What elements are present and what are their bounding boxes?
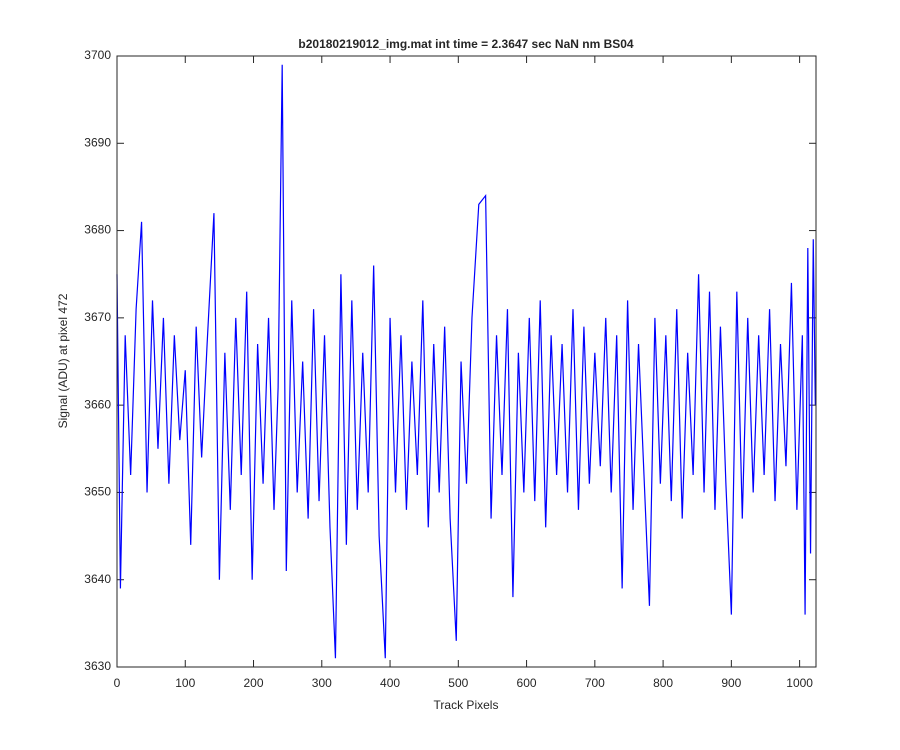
y-tick-label: 3670 — [84, 310, 111, 324]
x-tick-label: 500 — [448, 676, 468, 690]
x-tick-label: 800 — [653, 676, 673, 690]
y-tick-label: 3680 — [84, 223, 111, 237]
y-tick-label: 3700 — [84, 48, 111, 62]
x-tick-label: 900 — [721, 676, 741, 690]
x-tick-label: 400 — [380, 676, 400, 690]
y-tick-label: 3650 — [84, 485, 111, 499]
x-tick-label: 300 — [312, 676, 332, 690]
y-tick-label: 3660 — [84, 397, 111, 411]
x-tick-label: 0 — [114, 676, 121, 690]
chart-title: b20180219012_img.mat int time = 2.3647 s… — [298, 37, 634, 51]
y-tick-label: 3690 — [84, 135, 111, 149]
x-tick-label: 200 — [244, 676, 264, 690]
y-axis-label: Signal (ADU) at pixel 472 — [56, 293, 70, 428]
y-tick-label: 3640 — [84, 572, 111, 586]
plot-box — [116, 55, 817, 668]
x-tick-label: 600 — [517, 676, 537, 690]
x-tick-label: 1000 — [786, 676, 813, 690]
y-tick-label: 3630 — [84, 659, 111, 673]
x-axis-label: Track Pixels — [434, 698, 499, 712]
x-tick-label: 100 — [175, 676, 195, 690]
x-tick-label: 700 — [585, 676, 605, 690]
signal-line — [116, 64, 816, 659]
